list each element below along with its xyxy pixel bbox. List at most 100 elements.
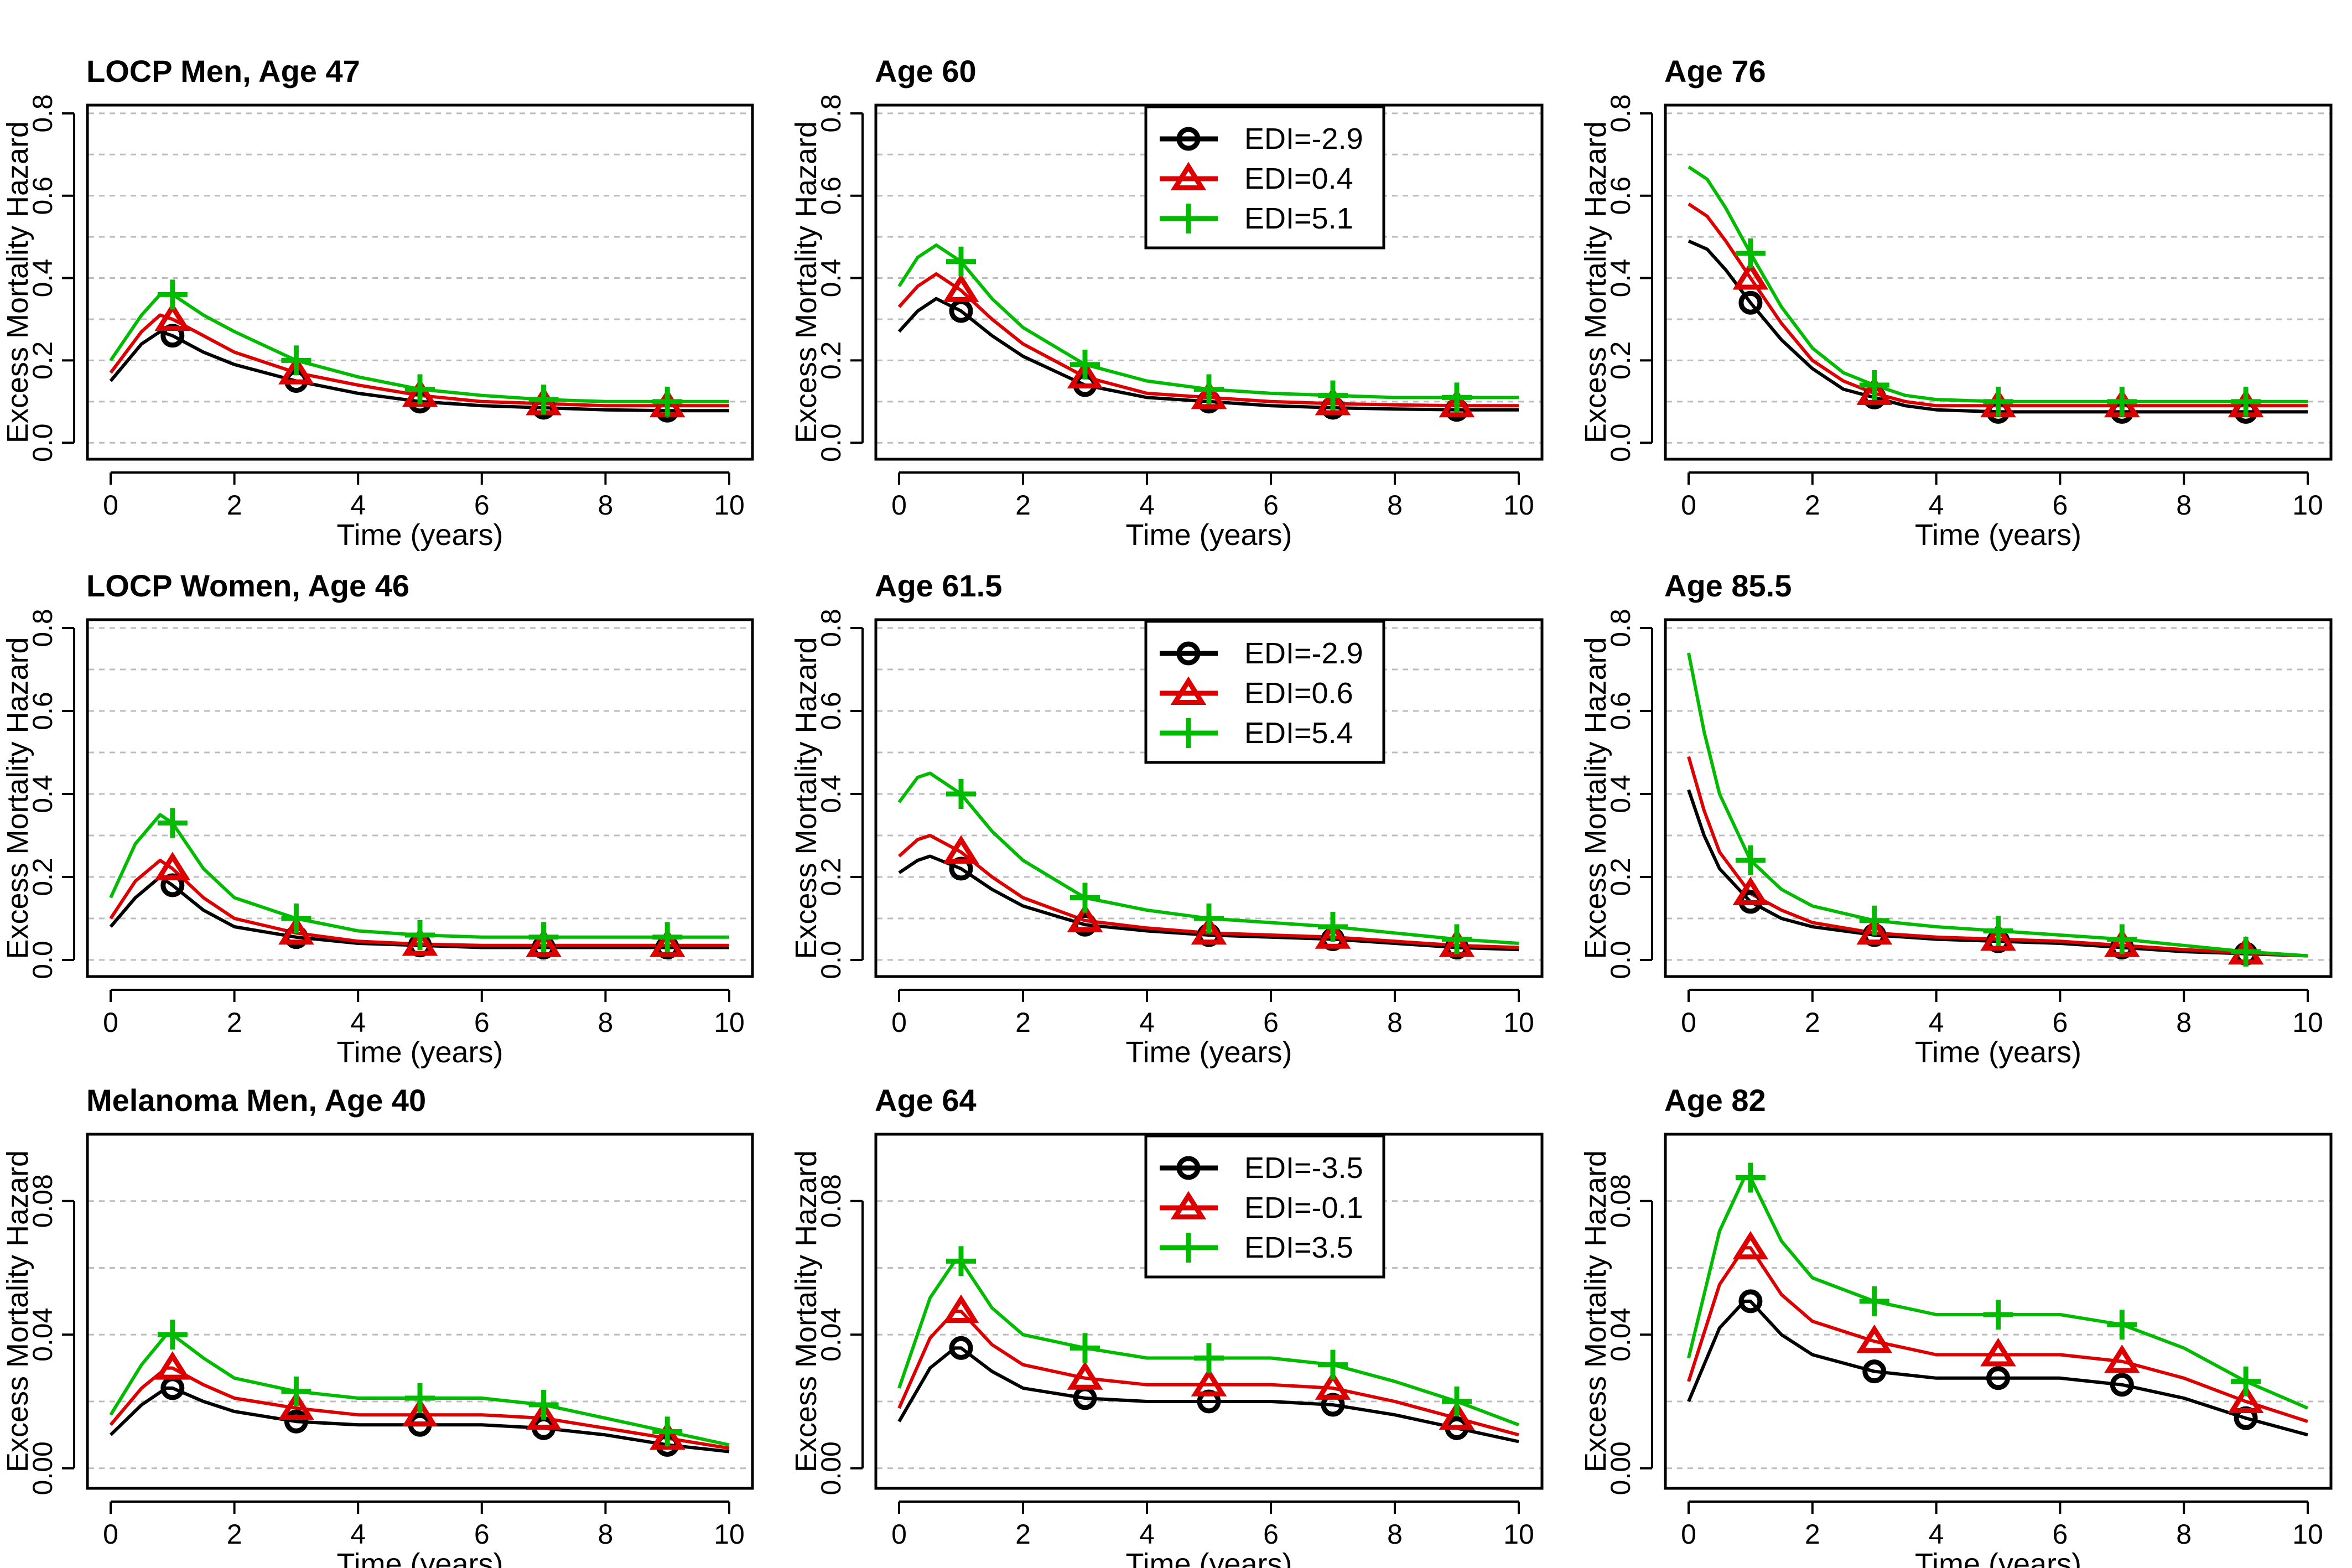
legend-label: EDI=-2.9 — [1244, 637, 1363, 670]
x-tick-label: 4 — [1139, 1007, 1155, 1038]
x-axis-label: Time (years) — [336, 518, 503, 552]
panel-2: 0 2 4 6 8 10 Time (years) 0.0 0.2 0.4 0.6 0.8Excess… — [790, 54, 1544, 552]
marker-plus — [1859, 370, 1889, 401]
marker-circle — [2110, 1373, 2134, 1397]
marker-plus — [652, 1416, 683, 1447]
marker-plus — [1735, 1162, 1766, 1193]
x-axis-label: Time (years) — [1915, 518, 2081, 552]
y-tick-label: 0.4 — [27, 259, 58, 298]
marker-triangle — [1856, 916, 1893, 945]
x-tick-label: 0 — [1681, 490, 1696, 521]
marker-plus — [405, 1383, 435, 1413]
markers — [154, 808, 686, 959]
marker-circle — [1738, 290, 1763, 315]
series-line-1 — [1687, 1299, 2308, 1437]
marker-plus — [281, 904, 311, 933]
marker-plus — [1070, 1333, 1100, 1363]
marker-plus — [157, 808, 188, 838]
marker-triangle — [1439, 928, 1475, 957]
x-axis-label: Time (years) — [336, 1548, 503, 1568]
marker-plus — [1983, 916, 2013, 946]
legend-label: EDI=5.1 — [1244, 202, 1353, 235]
marker-plus — [2107, 1310, 2137, 1340]
y-tick-label: 0.0 — [816, 941, 847, 979]
legend-label: EDI=0.4 — [1244, 162, 1353, 195]
y-axis-label: Excess Mortality Hazard — [1, 1150, 34, 1472]
markers — [943, 779, 1475, 959]
y-tick-label: 0.8 — [27, 94, 58, 133]
x-tick-label: 6 — [2052, 490, 2068, 521]
x-tick-label: 0 — [103, 1007, 118, 1038]
series-line-2 — [897, 272, 1519, 408]
marker-triangle — [526, 928, 562, 957]
x-tick-label: 6 — [1263, 490, 1279, 521]
marker-plus — [2231, 1366, 2261, 1396]
y-tick-label: 0.8 — [1605, 609, 1636, 647]
legend-label: EDI=3.5 — [1244, 1231, 1353, 1264]
y-axis-label: Excess Mortality Hazard — [1, 121, 34, 443]
markers — [1732, 238, 2264, 424]
x-tick-label: 4 — [350, 1007, 366, 1038]
grid-lines — [877, 627, 1541, 961]
panel-title: Age 76 — [1664, 54, 1766, 89]
marker-triangle — [1067, 904, 1103, 932]
markers — [943, 1246, 1475, 1440]
series-line-1 — [897, 297, 1519, 412]
marker-circle — [1986, 1366, 2010, 1390]
x-tick-label: 10 — [2292, 490, 2323, 521]
y-tick-label: 0.08 — [27, 1174, 58, 1228]
panel-title: Melanoma Men, Age 40 — [86, 1083, 426, 1118]
series-line-1 — [897, 1346, 1519, 1444]
y-tick-label: 0.2 — [816, 858, 847, 896]
y-tick-label: 0.08 — [816, 1174, 847, 1228]
y-axis-label: Excess Mortality Hazard — [790, 121, 823, 443]
marker-plus — [1318, 380, 1348, 411]
marker-triangle — [278, 1391, 314, 1420]
y-tick-label: 0.2 — [1605, 341, 1636, 380]
y-axis-label: Excess Mortality Hazard — [790, 637, 823, 959]
panel-4: 0 2 4 6 8 10 Time (years) 0.0 0.2 0.4 0.6 0.8Excess… — [1, 568, 754, 1069]
marker-plus — [1442, 924, 1472, 954]
marker-triangle — [154, 302, 191, 331]
y-tick-label: 0.6 — [1605, 176, 1636, 215]
x-tick-label: 0 — [1681, 1519, 1696, 1550]
marker-circle — [1738, 1289, 1763, 1313]
x-tick-label: 10 — [714, 1519, 745, 1550]
marker-plus — [652, 386, 683, 417]
legend-marker-circle — [1176, 127, 1201, 151]
marker-plus — [1194, 904, 1224, 933]
x-tick-label: 0 — [891, 1519, 907, 1550]
legend-marker-plus — [1174, 718, 1203, 748]
marker-triangle — [1732, 876, 1769, 905]
x-tick-label: 0 — [103, 1519, 118, 1550]
marker-triangle — [526, 1401, 562, 1430]
marker-triangle — [1315, 1371, 1351, 1400]
y-axis-label: Excess Mortality Hazard — [1, 637, 34, 959]
y-tick-label: 0.04 — [1605, 1308, 1636, 1362]
marker-triangle — [649, 1421, 686, 1450]
x-tick-label: 10 — [1503, 1519, 1534, 1550]
plot-frame — [86, 103, 754, 461]
y-tick-label: 0.6 — [816, 692, 847, 730]
legend: EDI=-3.5 EDI=-0.1 EDI=3.5 — [1144, 1134, 1385, 1279]
marker-triangle — [2104, 928, 2140, 957]
marker-triangle — [649, 928, 686, 957]
marker-plus — [2231, 386, 2261, 417]
series-line-3 — [897, 243, 1519, 399]
x-tick-label: 8 — [2176, 1519, 2192, 1550]
y-tick-label: 0.4 — [816, 259, 847, 298]
marker-triangle — [278, 356, 314, 385]
plot-frame — [86, 1133, 754, 1490]
panel-1: 0 2 4 6 8 10 Time (years) 0.0 0.2 0.4 0.6 0.8Excess… — [1, 54, 754, 552]
marker-plus — [157, 1320, 188, 1350]
x-tick-label: 6 — [1263, 1519, 1279, 1550]
marker-triangle — [278, 916, 314, 945]
y-tick-label: 0.6 — [1605, 692, 1636, 730]
x-tick-label: 6 — [2052, 1007, 2068, 1038]
series-line-1 — [109, 1386, 730, 1453]
y-tick-label: 0.04 — [27, 1308, 58, 1362]
plot-frame — [86, 618, 754, 978]
x-tick-label: 2 — [227, 1519, 242, 1550]
